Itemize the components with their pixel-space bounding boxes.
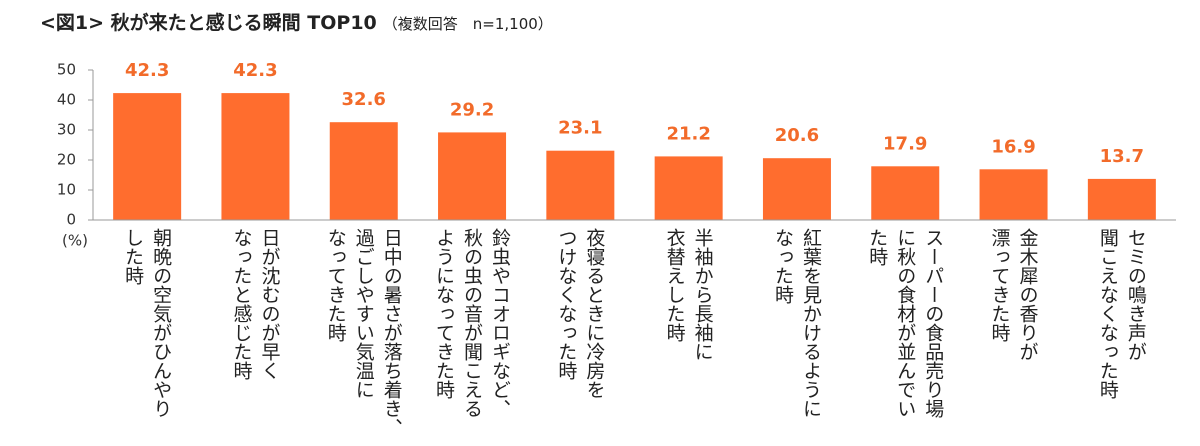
x-tick-label: 日が沈むのが早く なったと感じた時 bbox=[230, 228, 281, 380]
y-tick-label: 0 bbox=[66, 211, 76, 229]
y-tick-label: 30 bbox=[57, 121, 76, 139]
value-label: 16.9 bbox=[991, 136, 1035, 157]
x-tick-label: セミの鳴き声が 聞こえなくなった時 bbox=[1096, 228, 1147, 399]
bar bbox=[113, 93, 182, 220]
bar bbox=[546, 150, 615, 220]
bar bbox=[438, 132, 507, 220]
bar bbox=[654, 156, 723, 220]
x-tick-label: 夜寝るときに冷房を つけなくなった時 bbox=[555, 228, 606, 399]
value-label: 29.2 bbox=[450, 99, 494, 120]
chart-subtitle: （複数回答 n=1,100） bbox=[382, 15, 553, 33]
x-tick-label: 金木犀の香りが 漂ってきた時 bbox=[988, 228, 1039, 361]
bar bbox=[871, 166, 940, 220]
x-tick-label: 紅葉を見かけるように なった時 bbox=[771, 228, 822, 418]
title-block: <図1> 秋が来たと感じる瞬間 TOP10 （複数回答 n=1,100） bbox=[40, 8, 553, 35]
value-label: 42.3 bbox=[125, 60, 169, 81]
y-tick-label: 50 bbox=[57, 61, 76, 79]
y-axis-label: (%) bbox=[62, 232, 88, 250]
x-tick-label: 朝晩の空気がひんやり した時 bbox=[122, 228, 173, 418]
value-label: 17.9 bbox=[883, 133, 927, 154]
value-label: 20.6 bbox=[775, 125, 819, 146]
bar bbox=[1087, 178, 1156, 220]
chart-title: <図1> 秋が来たと感じる瞬間 TOP10 bbox=[40, 12, 377, 34]
x-tick-label: スーパーの食品売り場 に秋の食材が並んでい た時 bbox=[866, 228, 945, 418]
value-label: 32.6 bbox=[342, 89, 386, 110]
y-tick-label: 40 bbox=[57, 91, 76, 109]
value-label: 42.3 bbox=[233, 60, 277, 81]
x-tick-label: 半袖から長袖に 衣替えした時 bbox=[663, 228, 714, 361]
bar bbox=[979, 169, 1048, 220]
x-tick-label: 鈴虫やコオロギなど、 秋の虫の音が聞こえる ようになってきた時 bbox=[433, 228, 512, 418]
bar bbox=[762, 158, 831, 220]
value-label: 23.1 bbox=[558, 118, 602, 139]
bar bbox=[221, 93, 290, 220]
y-tick-label: 10 bbox=[57, 181, 76, 199]
y-tick-label: 20 bbox=[57, 151, 76, 169]
bar bbox=[329, 122, 398, 220]
value-label: 21.2 bbox=[666, 123, 710, 144]
value-label: 13.7 bbox=[1100, 146, 1144, 167]
x-tick-label: 日中の暑さが落ち着き、 過ごしやすい気温に なってきた時 bbox=[324, 228, 403, 437]
